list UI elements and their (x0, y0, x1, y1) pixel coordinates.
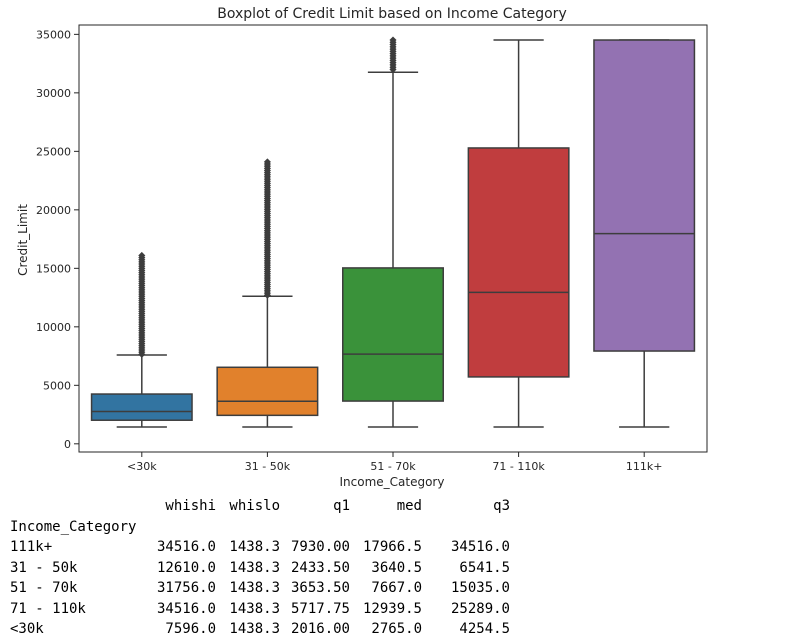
chart-marks (90, 36, 696, 428)
table-header-whishi: whishi (165, 498, 216, 514)
outlier-point (263, 158, 271, 166)
axes: <30k 31 - 50k 51 - 70k 71 - 110k 111k+ 0 5000 1… (36, 28, 662, 473)
table-cell: 5717.75 (290, 600, 350, 617)
box-iqr (467, 147, 570, 378)
table-cell: 2016.00 (290, 621, 350, 637)
box-group-1 (216, 158, 319, 428)
table-header-blank (10, 496, 146, 517)
stats-table: whishi whislo q1 med q3 Income_Category 111k… (10, 496, 510, 640)
table-cell: 2765.0 (371, 621, 422, 637)
table-row-label: 31 - 50k (10, 559, 78, 576)
outlier-point (138, 251, 146, 259)
y-tick-label: 35000 (36, 28, 71, 41)
table-cell: 1438.3 (229, 621, 280, 637)
table-cell: 1438.3 (229, 580, 280, 596)
box-group-2 (342, 36, 444, 428)
x-tick-label: 51 - 70k (370, 460, 416, 473)
x-tick-label: 31 - 50k (245, 460, 291, 473)
y-tick-label: 30000 (36, 87, 71, 100)
table-row-label: <30k (10, 621, 44, 637)
table-cell: 7667.0 (371, 580, 422, 596)
y-tick-label: 5000 (43, 379, 71, 392)
y-tick-label: 10000 (36, 321, 71, 334)
y-tick-label: 20000 (36, 204, 71, 217)
table-cell: 1438.3 (229, 600, 280, 617)
table-row: <30k 7596.0 1438.3 2016.00 2765.0 4254.5 (10, 619, 510, 640)
table-header-q1: q1 (333, 498, 350, 514)
stats-table-block: whishi whislo q1 med q3 Income_Category 111k… (10, 496, 789, 640)
y-tick-label: 0 (64, 438, 71, 451)
y-tick-label: 15000 (36, 262, 71, 275)
table-cell: 6541.5 (459, 559, 510, 576)
x-tick-label: 111k+ (626, 460, 663, 473)
table-index-row: Income_Category (10, 517, 510, 538)
table-header-row: whishi whislo q1 med q3 (10, 496, 510, 517)
x-tick-label: <30k (127, 460, 157, 473)
x-tick-label: 71 - 110k (492, 460, 545, 473)
y-tick-label: 25000 (36, 145, 71, 158)
boxplot-chart: Boxplot of Credit Limit based on Income … (16, 6, 708, 489)
table-row-label: 111k+ (10, 539, 53, 555)
table-cell: 34516.0 (450, 539, 510, 555)
table-cell: 1438.3 (229, 559, 280, 576)
chart-title: Boxplot of Credit Limit based on Income … (217, 6, 566, 22)
table-row-label: 71 - 110k (10, 600, 86, 617)
box-group-0 (90, 251, 193, 428)
table-cell: 7596.0 (165, 621, 216, 637)
table-cell: 15035.0 (450, 580, 510, 596)
table-header-med: med (396, 498, 422, 514)
table-body: 111k+ 34516.0 1438.3 7930.00 17966.5 34516.0 3… (10, 537, 510, 640)
table-index-name: Income_Category (10, 518, 137, 535)
chart-canvas: Boxplot of Credit Limit based on Income … (16, 6, 708, 489)
x-axis-label: Income_Category (340, 475, 445, 489)
y-axis-label: Credit_Limit (16, 204, 30, 276)
table-cell: 34516.0 (156, 600, 216, 617)
table-cell: 3653.50 (290, 580, 350, 596)
box-iqr (90, 393, 193, 421)
table-row: 71 - 110k 34516.0 1438.3 5717.75 12939.5 2528… (10, 599, 510, 620)
table-row: 31 - 50k 12610.0 1438.3 2433.50 3640.5 6541.5 (10, 558, 510, 579)
table-cell: 25289.0 (450, 600, 510, 617)
table-cell: 12939.5 (362, 600, 422, 617)
table-cell: 1438.3 (229, 539, 280, 555)
table-header-q3: q3 (493, 498, 510, 514)
outlier-point (389, 36, 397, 44)
table-cell: 3640.5 (371, 559, 422, 576)
table-row: 51 - 70k 31756.0 1438.3 3653.50 7667.0 15035.… (10, 578, 510, 599)
table-cell: 34516.0 (156, 539, 216, 555)
table-cell: 31756.0 (156, 580, 216, 596)
box-group-4 (593, 39, 696, 428)
box-iqr (216, 366, 319, 417)
table-cell: 12610.0 (156, 559, 216, 576)
table-header-whislo: whislo (229, 498, 280, 514)
table-cell: 17966.5 (362, 539, 422, 555)
table-row: 111k+ 34516.0 1438.3 7930.00 17966.5 34516.0 (10, 537, 510, 558)
box-iqr (342, 267, 444, 402)
table-cell: 7930.00 (290, 539, 350, 555)
table-cell: 2433.50 (290, 559, 350, 576)
box-iqr (593, 39, 696, 352)
table-cell: 4254.5 (459, 621, 510, 637)
box-group-3 (467, 39, 570, 428)
table-row-label: 51 - 70k (10, 580, 78, 596)
